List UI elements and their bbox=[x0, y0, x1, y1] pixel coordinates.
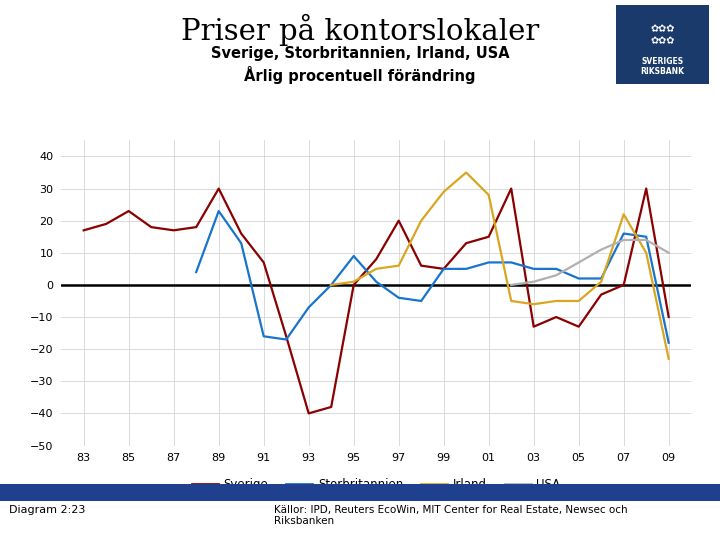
Text: Priser på kontorslokaler: Priser på kontorslokaler bbox=[181, 14, 539, 45]
Text: Årlig procentuell förändring: Årlig procentuell förändring bbox=[244, 66, 476, 84]
Text: Diagram 2:23: Diagram 2:23 bbox=[9, 505, 85, 515]
Legend: Sverige, Storbritannien, Irland, USA: Sverige, Storbritannien, Irland, USA bbox=[187, 474, 565, 496]
Text: ✿✿✿
✿✿✿: ✿✿✿ ✿✿✿ bbox=[650, 24, 675, 46]
Text: Sverige, Storbritannien, Irland, USA: Sverige, Storbritannien, Irland, USA bbox=[211, 46, 509, 61]
Text: Källor: IPD, Reuters EcoWin, MIT Center for Real Estate, Newsec och
Riksbanken: Källor: IPD, Reuters EcoWin, MIT Center … bbox=[274, 505, 627, 526]
Text: SVERIGES
RIKSBANK: SVERIGES RIKSBANK bbox=[640, 57, 685, 76]
